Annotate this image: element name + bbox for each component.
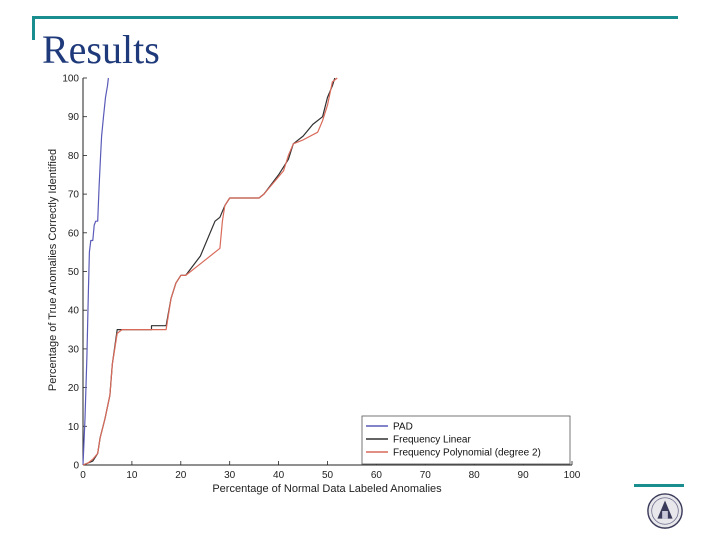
y-tick-label: 60 — [68, 228, 80, 239]
frame-top-rule — [32, 16, 678, 19]
x-tick-label: 80 — [469, 470, 481, 481]
x-tick-label: 90 — [518, 470, 530, 481]
x-axis-label: Percentage of Normal Data Labeled Anomal… — [212, 483, 442, 495]
series-line-frequency-polynomial-degree-2 — [82, 77, 338, 466]
legend-box — [361, 415, 571, 465]
y-axis-label: Percentage of True Anomalies Correctly I… — [47, 149, 59, 391]
x-tick-label: 100 — [564, 470, 581, 481]
x-tick-label: 60 — [371, 470, 383, 481]
plot-area: 0 10 20 30 40 50 60 70 80 90 100 0 10 20 30 40 50 60 70 80… — [62, 74, 580, 482]
y-tick-label: 40 — [68, 306, 80, 317]
y-tick-label: 10 — [68, 422, 80, 433]
y-tick-group: 0 10 20 30 40 50 60 70 80 90 100 — [62, 74, 87, 472]
y-tick-label: 30 — [68, 344, 80, 355]
x-tick-label: 10 — [126, 470, 138, 481]
frame-bottom-right-rule — [634, 484, 684, 487]
y-tick-label: 50 — [68, 267, 80, 278]
slide-title: Results — [42, 27, 160, 72]
x-tick-group: 0 10 20 30 40 50 60 70 80 90 100 — [80, 461, 581, 481]
y-tick-label: 70 — [68, 190, 80, 201]
series-line-pad — [82, 77, 109, 466]
y-tick-label: 90 — [68, 112, 80, 123]
legend-label-frequency-linear: Frequency Linear — [393, 435, 471, 446]
x-tick-label: 70 — [420, 470, 432, 481]
y-tick-label: 20 — [68, 383, 80, 394]
x-tick-label: 40 — [273, 470, 285, 481]
series-line-frequency-linear — [82, 77, 336, 466]
x-tick-label: 30 — [224, 470, 236, 481]
chart-legend: PAD Frequency Linear Frequency Polynomial … — [361, 415, 571, 465]
legend-label-frequency-polynomial-degree-2: Frequency Polynomial (degree 2) — [393, 448, 541, 459]
y-tick-label: 80 — [68, 151, 80, 162]
legend-label-pad: PAD — [393, 422, 413, 433]
x-tick-label: 0 — [80, 470, 86, 481]
y-tick-label: 0 — [73, 461, 79, 472]
series-group — [82, 77, 338, 466]
frame-left-rule — [32, 16, 35, 40]
y-tick-label: 100 — [62, 74, 79, 85]
x-tick-label: 20 — [175, 470, 187, 481]
x-tick-label: 50 — [322, 470, 334, 481]
university-seal-icon — [647, 493, 683, 529]
